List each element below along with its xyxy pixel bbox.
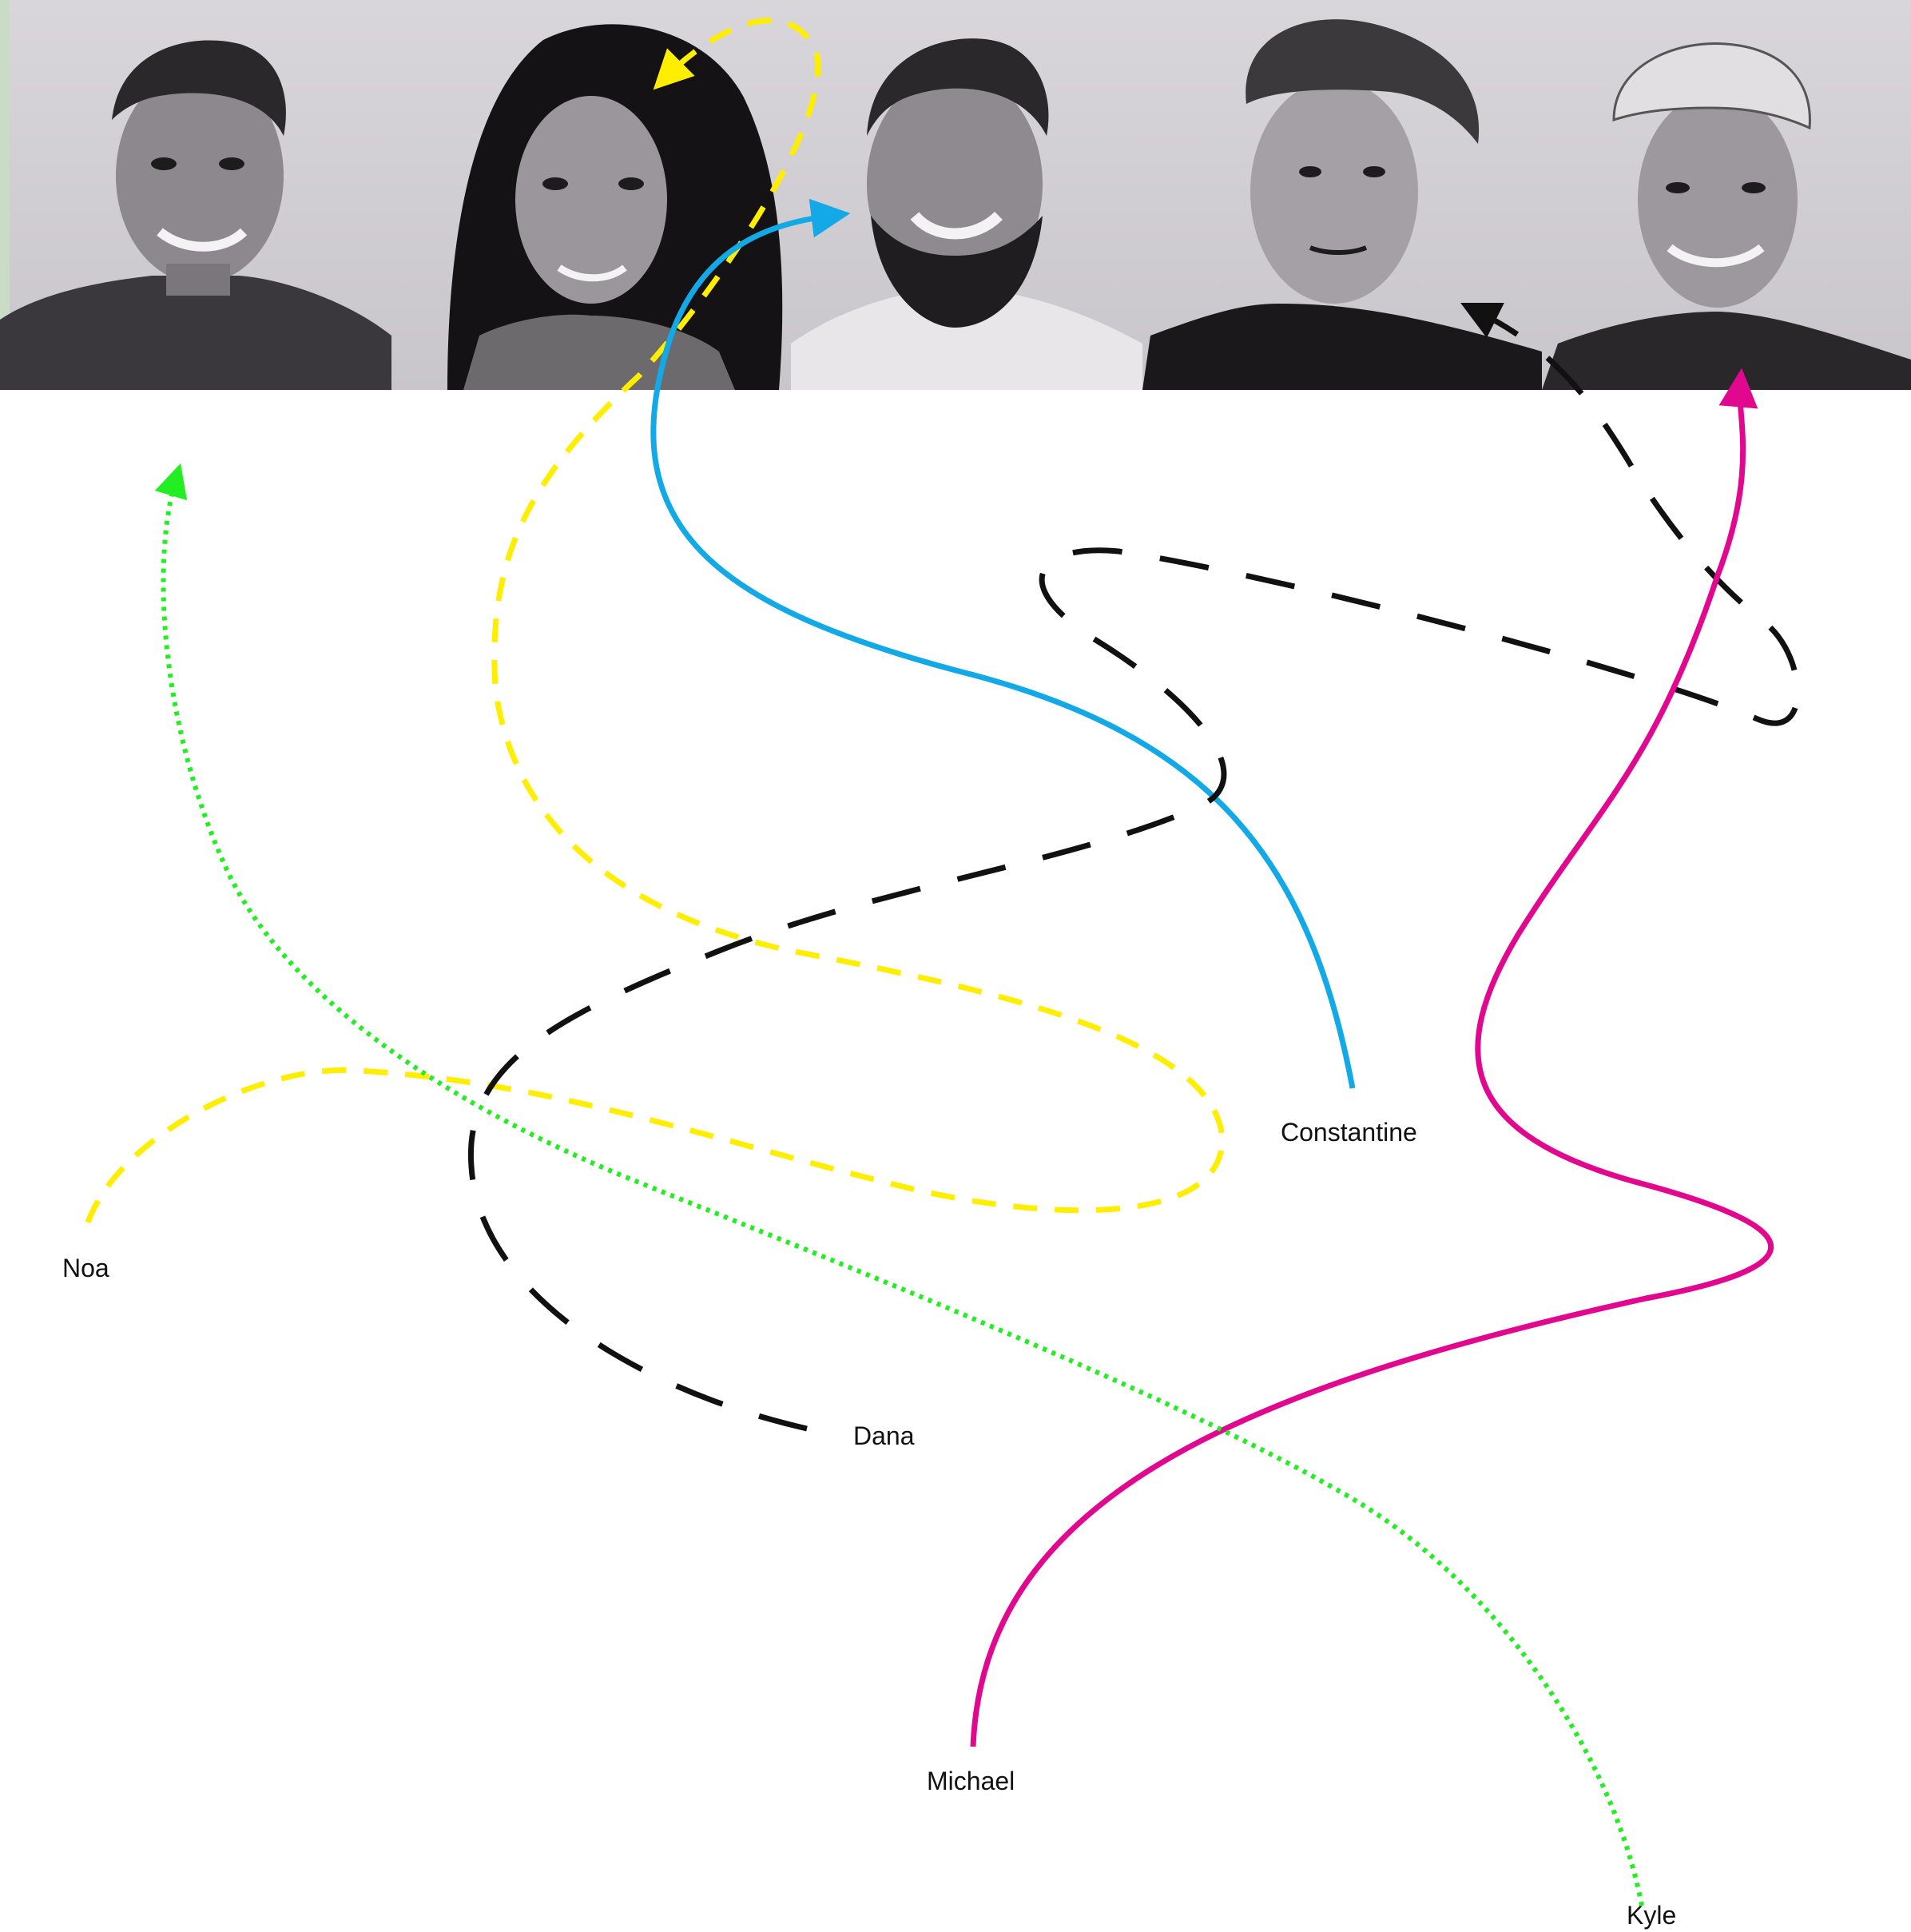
connector-noa [85, 18, 1226, 1224]
portrait-2 [391, 0, 791, 390]
label-dana: Dana [853, 1421, 915, 1450]
connector-michael [970, 368, 1774, 1747]
connector-kyle [154, 463, 1644, 1906]
connector-constantine [650, 198, 1356, 1089]
portrait-1 [0, 0, 391, 390]
portrait-4 [1142, 0, 1542, 390]
label-constantine: Constantine [1281, 1118, 1417, 1147]
portrait-5 [1542, 0, 1911, 390]
portrait-3 [791, 0, 1142, 390]
label-michael: Michael [927, 1767, 1015, 1795]
label-kyle: Kyle [1627, 1901, 1676, 1930]
connector-dana [467, 303, 1801, 1432]
portrait-strip [0, 0, 1911, 390]
label-noa: Noa [62, 1254, 109, 1282]
